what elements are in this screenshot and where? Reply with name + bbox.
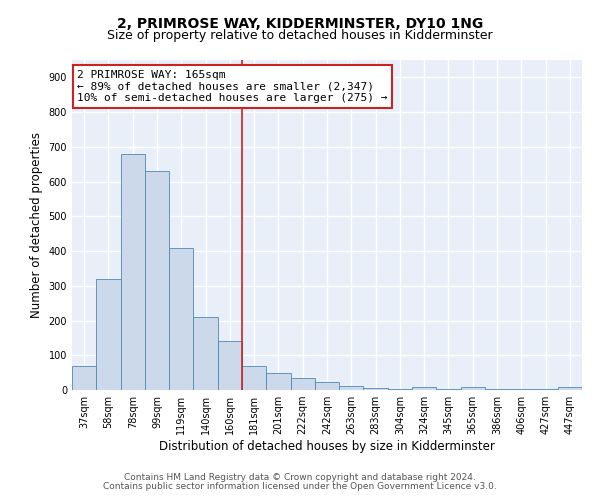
Text: 2, PRIMROSE WAY, KIDDERMINSTER, DY10 1NG: 2, PRIMROSE WAY, KIDDERMINSTER, DY10 1NG: [117, 18, 483, 32]
Y-axis label: Number of detached properties: Number of detached properties: [30, 132, 43, 318]
Bar: [412, 387, 436, 390]
Bar: [290, 378, 315, 390]
Bar: [72, 366, 96, 390]
Text: Contains public sector information licensed under the Open Government Licence v3: Contains public sector information licen…: [103, 482, 497, 491]
Bar: [145, 171, 169, 390]
Bar: [218, 342, 242, 390]
Text: Size of property relative to detached houses in Kidderminster: Size of property relative to detached ho…: [107, 29, 493, 42]
Bar: [96, 279, 121, 390]
Bar: [266, 372, 290, 390]
Bar: [169, 248, 193, 390]
Bar: [461, 387, 485, 390]
X-axis label: Distribution of detached houses by size in Kidderminster: Distribution of detached houses by size …: [159, 440, 495, 453]
Bar: [315, 382, 339, 390]
Bar: [339, 386, 364, 390]
Bar: [242, 366, 266, 390]
Text: Contains HM Land Registry data © Crown copyright and database right 2024.: Contains HM Land Registry data © Crown c…: [124, 474, 476, 482]
Bar: [364, 388, 388, 390]
Text: 2 PRIMROSE WAY: 165sqm
← 89% of detached houses are smaller (2,347)
10% of semi-: 2 PRIMROSE WAY: 165sqm ← 89% of detached…: [77, 70, 388, 103]
Bar: [193, 317, 218, 390]
Bar: [121, 154, 145, 390]
Bar: [558, 387, 582, 390]
